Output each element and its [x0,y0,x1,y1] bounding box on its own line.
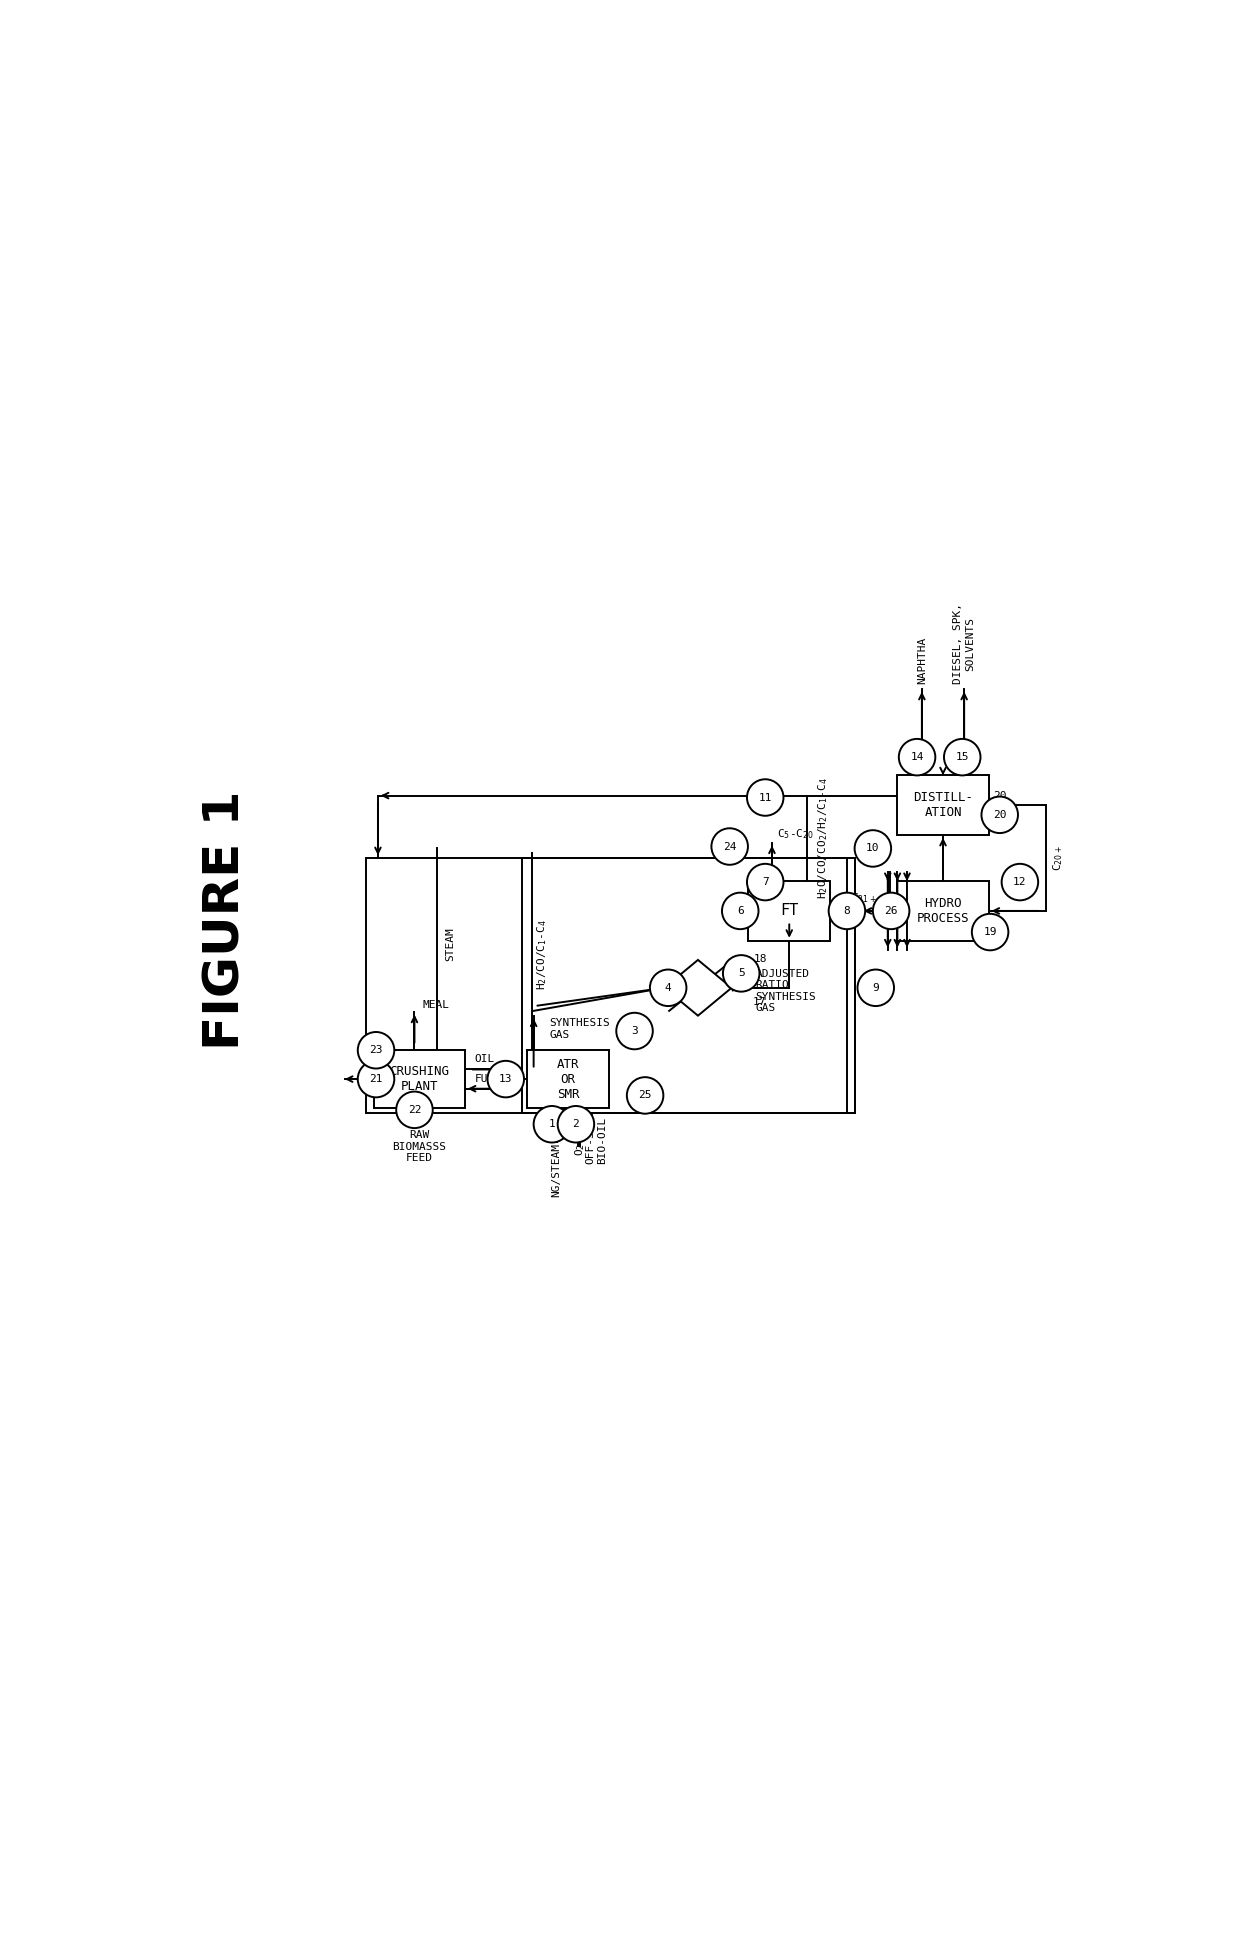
Text: OIL: OIL [475,1054,495,1063]
Circle shape [723,955,759,992]
Circle shape [858,970,894,1005]
Circle shape [746,864,784,901]
Text: 6: 6 [737,907,744,916]
Text: H$_2$/CO/C$_1$-C$_4$: H$_2$/CO/C$_1$-C$_4$ [536,918,549,990]
Text: 26: 26 [884,907,898,916]
Text: 23: 23 [370,1046,383,1056]
Circle shape [1002,864,1038,901]
Bar [527,1050,609,1108]
Text: 24: 24 [723,841,737,852]
Text: C$_{20+}$: C$_{20+}$ [1052,845,1065,872]
Text: 5: 5 [738,968,744,978]
Circle shape [616,1013,652,1050]
Circle shape [828,893,866,930]
Text: FT: FT [780,903,799,918]
Circle shape [558,1106,594,1143]
Bar [898,881,988,941]
Text: 21: 21 [370,1075,383,1085]
Text: NG/STEAM: NG/STEAM [552,1143,562,1197]
Bar [367,858,854,1112]
Text: 11: 11 [759,792,773,802]
Text: 16: 16 [574,1120,588,1129]
Text: 17: 17 [753,998,766,1007]
Circle shape [712,829,748,864]
Text: DIESEL, SPK,
SOLVENTS: DIESEL, SPK, SOLVENTS [954,602,975,684]
Circle shape [746,779,784,815]
Circle shape [358,1061,394,1098]
Text: 12: 12 [1013,877,1027,887]
Text: 15: 15 [956,752,968,761]
Text: 22: 22 [408,1104,422,1116]
Circle shape [533,1106,570,1143]
Text: C$_5$-C$_{20}$: C$_5$-C$_{20}$ [776,827,813,841]
Text: C$_{21+}$: C$_{21+}$ [851,891,877,905]
Text: 4: 4 [665,982,672,994]
Polygon shape [665,961,732,1015]
Text: 7: 7 [761,877,769,887]
Text: O$_2$: O$_2$ [573,1143,587,1156]
Text: 18: 18 [753,955,766,965]
Circle shape [650,970,687,1005]
Text: 1: 1 [548,1120,556,1129]
Text: 20: 20 [993,810,1007,819]
Bar [522,858,854,1112]
Text: 2: 2 [573,1120,579,1129]
Text: 3: 3 [631,1027,637,1036]
Text: FIGURE 1: FIGURE 1 [201,790,249,1050]
Circle shape [899,738,935,775]
Circle shape [982,796,1018,833]
Text: MEAL: MEAL [422,999,449,1009]
Text: FUEL: FUEL [475,1073,501,1085]
Circle shape [972,914,1008,951]
Text: ADJUSTED
RATIO
SYNTHESIS
GAS: ADJUSTED RATIO SYNTHESIS GAS [755,968,816,1013]
Text: 9: 9 [873,982,879,994]
Circle shape [944,738,981,775]
Text: NAPHTHA: NAPHTHA [916,637,926,684]
Text: 20: 20 [993,790,1007,800]
Text: DISTILL-
ATION: DISTILL- ATION [913,790,973,819]
Text: 14: 14 [910,752,924,761]
Circle shape [358,1032,394,1069]
Text: 19: 19 [983,928,997,938]
Text: RAW
BIOMASSS
FEED: RAW BIOMASSS FEED [392,1129,446,1164]
Circle shape [627,1077,663,1114]
Circle shape [722,893,759,930]
Circle shape [854,831,892,866]
Text: 10: 10 [866,843,879,854]
Text: 13: 13 [498,1075,512,1085]
Text: SYNTHESIS
GAS: SYNTHESIS GAS [549,1019,610,1040]
Text: CRUSHING
PLANT: CRUSHING PLANT [389,1065,449,1092]
Text: 25: 25 [639,1091,652,1100]
Text: HYDRO
PROCESS: HYDRO PROCESS [916,897,970,924]
Text: H$_2$O/CO/CO$_2$/H$_2$/C$_1$-C$_4$: H$_2$O/CO/CO$_2$/H$_2$/C$_1$-C$_4$ [816,777,830,899]
Text: ATR
OR
SMR: ATR OR SMR [557,1058,579,1100]
Circle shape [873,893,909,930]
Bar [898,775,988,835]
Circle shape [397,1092,433,1127]
Text: 8: 8 [843,907,851,916]
Circle shape [487,1061,525,1098]
Text: OFF-SITE
BIO-OIL: OFF-SITE BIO-OIL [585,1110,608,1164]
Bar [749,881,830,941]
Bar [373,1050,465,1108]
Text: STEAM: STEAM [445,928,455,961]
